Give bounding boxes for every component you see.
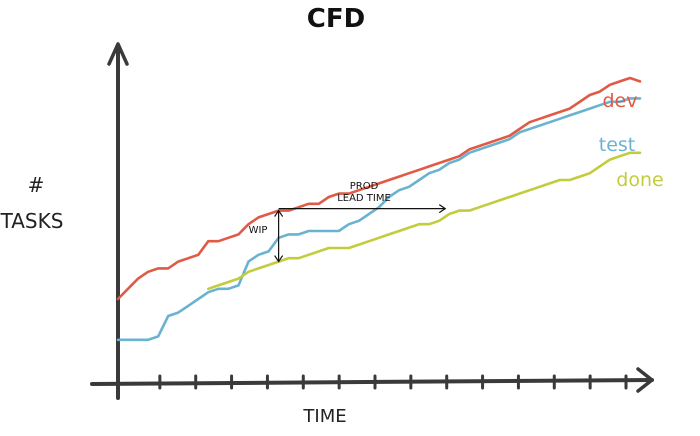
series-line-test: [116, 97, 642, 342]
legend-label-test: test: [599, 134, 636, 156]
annotations: WIP PROD LEAD TIME: [249, 181, 447, 263]
series-line-dev: [116, 76, 642, 301]
wip-arrowhead-top: [274, 209, 284, 217]
legend-label-done: done: [616, 169, 663, 191]
lead-time-label-line1: PROD: [350, 181, 379, 192]
legend: dev test done: [599, 90, 664, 191]
lead-time-arrowhead: [438, 204, 447, 214]
x-axis-line: [90, 378, 654, 386]
axes: [90, 42, 654, 400]
wip-arrowhead-bottom: [274, 255, 284, 263]
wip-label: WIP: [249, 225, 268, 236]
y-axis-label-tasks: TASKS: [0, 209, 63, 233]
y-axis-arrowhead: [107, 42, 129, 66]
series-line-done: [207, 151, 642, 291]
series-lines: [116, 76, 642, 342]
legend-label-dev: dev: [603, 90, 638, 112]
lead-time-label-line2: LEAD TIME: [337, 193, 391, 204]
x-axis-arrowhead: [636, 367, 654, 393]
x-axis-label: TIME: [302, 406, 346, 427]
x-axis-ticks: [158, 374, 628, 390]
chart-title: CFD: [307, 4, 365, 34]
y-axis-label-hash: #: [28, 173, 45, 197]
